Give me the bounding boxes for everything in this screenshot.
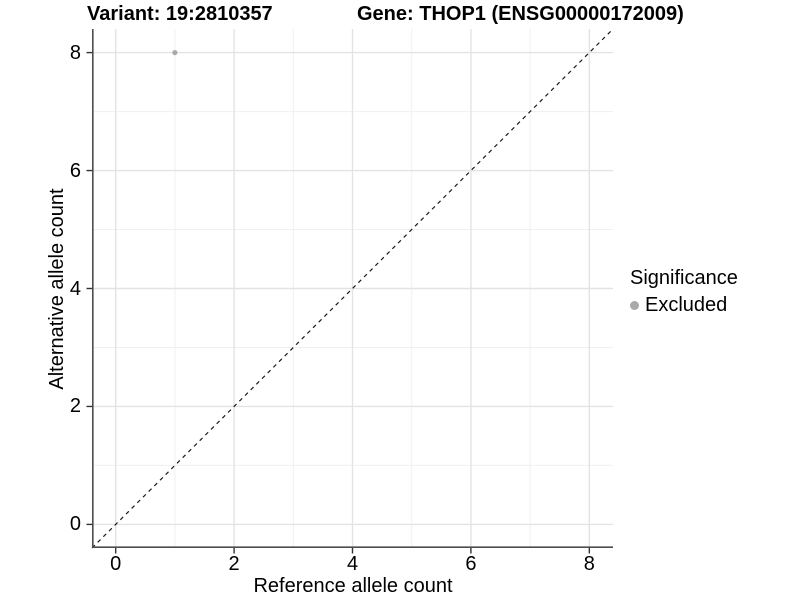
legend-item-label: Excluded <box>645 294 728 316</box>
x-tick-label: 6 <box>465 553 477 575</box>
x-tick-label: 8 <box>583 553 595 575</box>
y-tick-label: 8 <box>69 41 81 64</box>
legend-title: Significance <box>630 267 738 289</box>
identity-dashed-line <box>91 28 614 549</box>
x-axis-title: Reference allele count <box>253 575 453 597</box>
y-tick-label: 4 <box>69 277 81 300</box>
variant-title: Variant: 19:2810357 <box>87 3 273 25</box>
y-tick-label: 6 <box>69 159 81 182</box>
y-tick-label: 0 <box>69 513 81 536</box>
gene-title: Gene: THOP1 (ENSG00000172009) <box>357 3 684 25</box>
y-tick-label: 2 <box>69 395 81 418</box>
data-point <box>172 49 178 56</box>
x-tick-label: 4 <box>346 553 359 575</box>
legend-item-excluded: Excluded <box>630 293 738 317</box>
excluded-point-icon <box>630 300 639 310</box>
y-axis-title: Alternative allele count <box>46 188 68 390</box>
legend: Significance Excluded <box>630 266 738 317</box>
x-tick-label: 2 <box>228 553 240 575</box>
plot-panel <box>86 28 614 554</box>
plot-canvas <box>86 28 614 554</box>
x-tick-label: 0 <box>110 553 122 575</box>
